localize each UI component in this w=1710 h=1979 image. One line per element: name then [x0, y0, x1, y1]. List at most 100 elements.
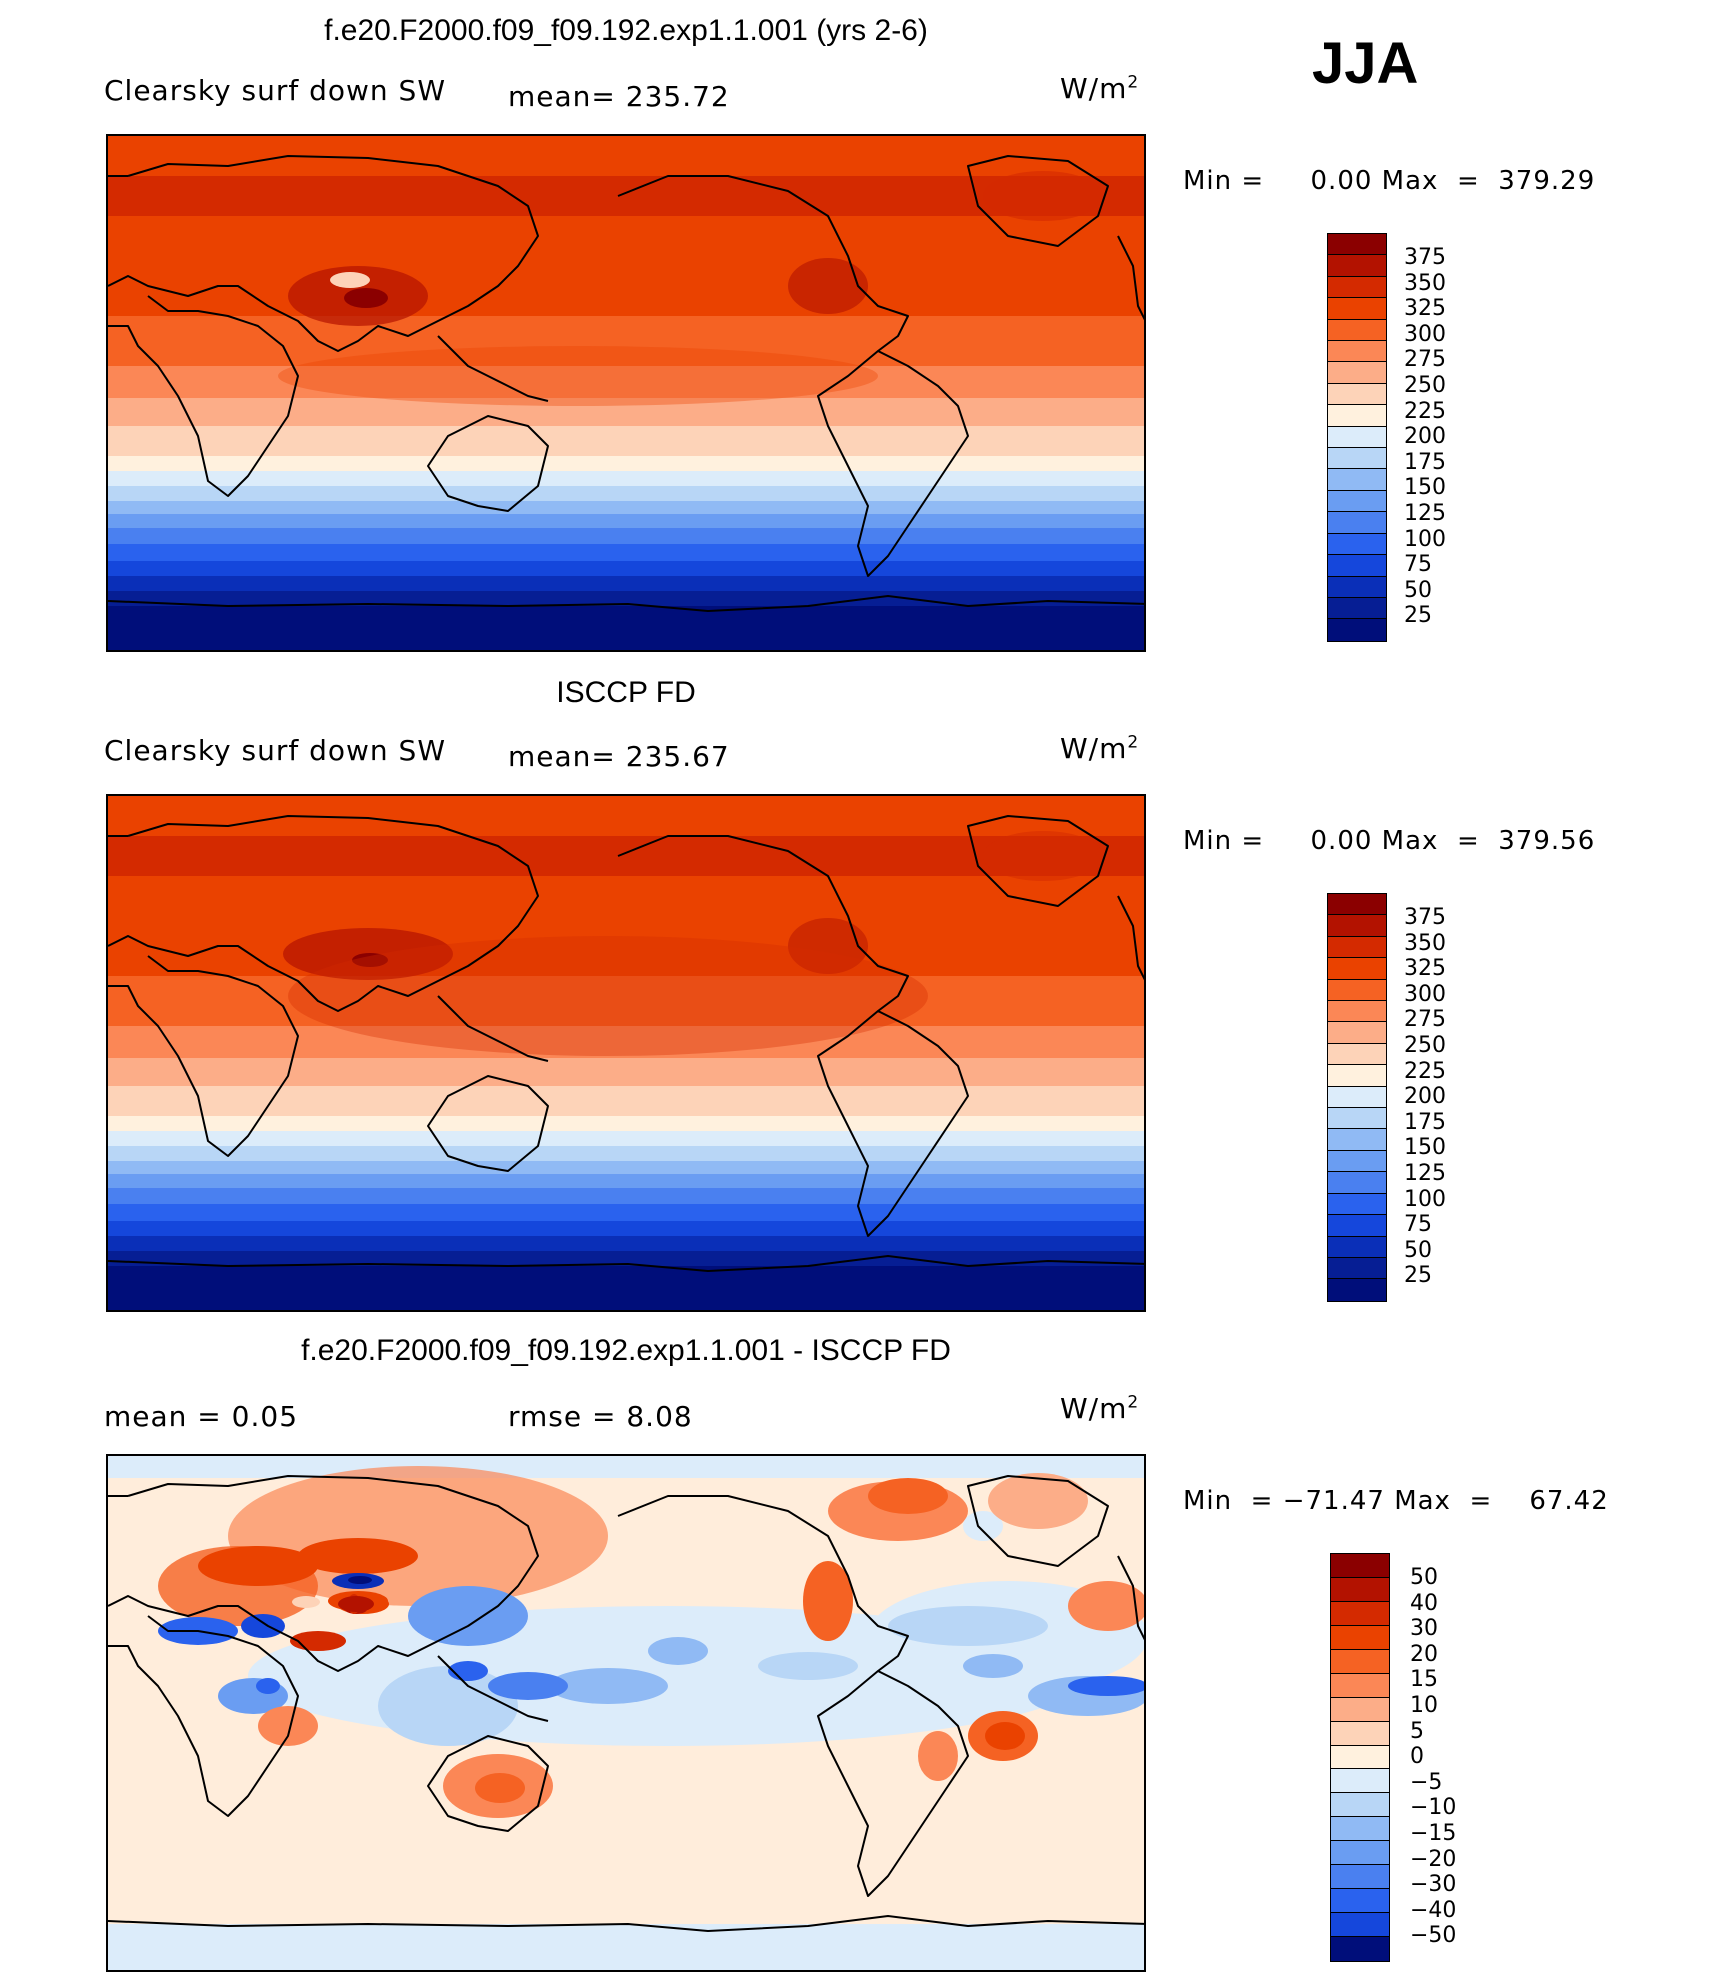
- colorbar-tick-label: 375: [1404, 245, 1446, 270]
- coastline: [967, 155, 1109, 247]
- latitude-band: [108, 471, 1144, 486]
- season-label: JJA: [1312, 31, 1419, 96]
- colorbar-swatch: [1331, 1697, 1389, 1722]
- colorbar-swatch: [1328, 255, 1386, 277]
- colorbar-tick-label: 75: [1404, 552, 1432, 578]
- colorbar-swatch: [1328, 619, 1386, 641]
- colorbar-tick-label: 50: [1404, 577, 1432, 603]
- latitude-band: [108, 606, 1144, 650]
- colorbar-swatch: [1328, 1065, 1386, 1087]
- colorbar-tick-label: 200: [1404, 1084, 1446, 1110]
- latitude-band: [108, 1266, 1144, 1310]
- panel3-minmax: Min = −71.47 Max = 67.42: [1183, 1486, 1609, 1516]
- latitude-band: [108, 501, 1144, 514]
- latitude-band: [108, 1131, 1144, 1146]
- colorbar-swatch: [1328, 1236, 1386, 1258]
- panel2-units: W/m2: [1060, 732, 1140, 765]
- colorbar-swatch: [1328, 555, 1386, 577]
- latitude-band: [108, 1251, 1144, 1266]
- colorbar-tick-label: 350: [1404, 270, 1446, 296]
- colorbar-swatch: [1328, 1193, 1386, 1216]
- latitude-band: [108, 976, 1144, 1026]
- latitude-band: [108, 514, 1144, 528]
- panel3-anomalies: [158, 1473, 1144, 1818]
- colorbar-swatch: [1328, 1150, 1386, 1173]
- coastline: [817, 1010, 969, 1237]
- panel3-coastlines: [108, 1475, 1144, 1932]
- latitude-band: [108, 1236, 1144, 1251]
- colorbar-swatch: [1331, 1745, 1389, 1770]
- colorbar-swatch: [1331, 1769, 1389, 1794]
- latitude-band: [108, 398, 1144, 426]
- colorbar-swatch: [1331, 1721, 1389, 1746]
- colorbar-swatch: [1328, 597, 1386, 620]
- coastline: [108, 955, 299, 1157]
- panel1-map: [106, 134, 1146, 652]
- colorbar-tick-label: 325: [1404, 956, 1446, 982]
- latitude-band: [108, 1086, 1144, 1116]
- colorbar-tick-label: 175: [1404, 1109, 1446, 1135]
- colorbar-swatch: [1328, 319, 1386, 342]
- coastline: [617, 1495, 909, 1672]
- colorbar-swatch: [1328, 383, 1386, 406]
- colorbar-swatch: [1328, 276, 1386, 299]
- colorbar-tick-label: 75: [1404, 1212, 1432, 1238]
- latitude-band: [108, 796, 1144, 836]
- colorbar-swatch: [1328, 405, 1386, 427]
- colorbar-swatch: [1331, 1554, 1389, 1578]
- colorbar-tick-label: 100: [1404, 1186, 1446, 1212]
- colorbar-tick-label: 225: [1404, 398, 1446, 424]
- panel1-minmax: Min = 0.00 Max = 379.29: [1183, 166, 1596, 196]
- colorbar-swatch: [1328, 1172, 1386, 1194]
- colorbar-swatch: [1328, 1043, 1386, 1066]
- panel3-units: W/m2: [1060, 1392, 1140, 1425]
- colorbar-swatch: [1328, 894, 1386, 916]
- colorbar-swatch: [1328, 490, 1386, 513]
- latitude-band: [108, 591, 1144, 606]
- colorbar-swatch: [1328, 1108, 1386, 1130]
- colorbar-tick-label: 275: [1404, 1007, 1446, 1033]
- colorbar-swatch: [1328, 341, 1386, 363]
- latitude-band: [108, 456, 1144, 471]
- coastline: [437, 335, 549, 402]
- latitude-band: [108, 426, 1144, 456]
- panel3-rmse-label: rmse = 8.08: [508, 1400, 693, 1433]
- colorbar-tick-label: 150: [1404, 1135, 1446, 1161]
- latitude-band: [108, 366, 1144, 398]
- colorbar-swatch: [1328, 362, 1386, 384]
- coastline: [108, 1255, 1144, 1272]
- latitude-band: [108, 1188, 1144, 1204]
- colorbar-tick-label: −40: [1410, 1897, 1457, 1923]
- latitude-band: [108, 316, 1144, 366]
- colorbar-tick-label: −50: [1410, 1923, 1457, 1949]
- colorbar-swatch: [1331, 1865, 1389, 1890]
- colorbar-tick-label: 50: [1410, 1565, 1438, 1590]
- latitude-band: [108, 1058, 1144, 1086]
- latitude-band: [108, 216, 1144, 266]
- colorbar-swatch: [1328, 915, 1386, 937]
- coastline: [108, 815, 539, 1012]
- colorbar-swatch: [1328, 1129, 1386, 1151]
- colorbar-tick-label: 250: [1404, 373, 1446, 398]
- coastline: [108, 1615, 299, 1817]
- panel2-colorbar: [1327, 893, 1387, 1302]
- coastline: [967, 815, 1109, 907]
- colorbar-swatch: [1331, 1913, 1389, 1937]
- colorbar-swatch: [1331, 1577, 1389, 1602]
- colorbar-tick-label: 225: [1404, 1058, 1446, 1084]
- colorbar-tick-label: 100: [1404, 526, 1446, 552]
- colorbar-tick-label: 300: [1404, 981, 1446, 1007]
- coastline: [108, 1475, 539, 1672]
- coastline: [437, 1655, 549, 1722]
- colorbar-tick-label: 10: [1410, 1693, 1438, 1718]
- latitude-band: [108, 1204, 1144, 1221]
- latitude-band: [108, 486, 1144, 501]
- colorbar-tick-label: 50: [1404, 1237, 1432, 1263]
- coastline: [617, 175, 909, 352]
- colorbar-tick-label: 15: [1410, 1667, 1438, 1693]
- panel2-mean-label: mean= 235.67: [508, 740, 730, 773]
- colorbar-tick-label: 40: [1410, 1590, 1438, 1616]
- colorbar-swatch: [1328, 1215, 1386, 1237]
- latitude-band: [108, 1116, 1144, 1131]
- colorbar-tick-label: −20: [1410, 1846, 1457, 1872]
